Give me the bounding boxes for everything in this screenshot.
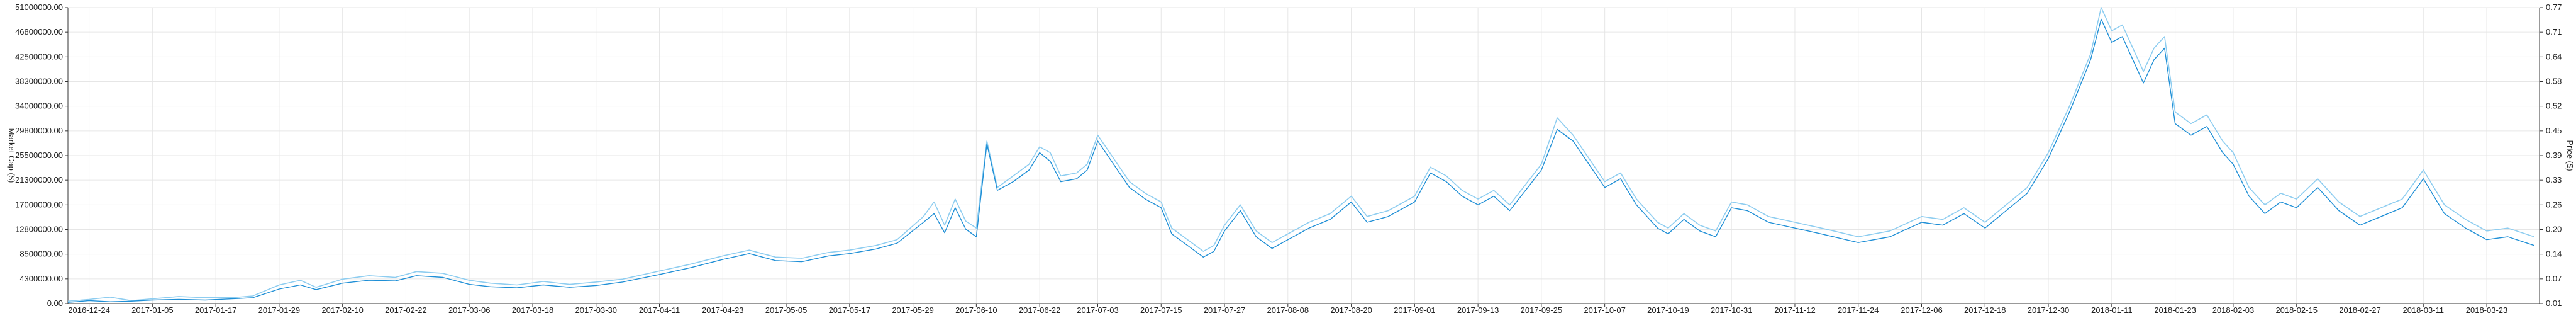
x-tick-label: 2017-12-18 [1964,305,2006,315]
x-tick-label: 2017-07-15 [1140,305,1182,315]
x-tick-label: 2017-11-12 [1774,305,1816,315]
x-tick-label: 2018-03-23 [2466,305,2508,315]
x-tick-label: 2018-02-15 [2275,305,2318,315]
x-tick-label: 2017-09-01 [1394,305,1436,315]
y-right-tick-label: 0.58 [2546,77,2562,86]
y-left-tick-label: 51000000.00 [15,3,63,12]
y-right-tick-label: 0.39 [2546,150,2562,160]
x-tick-label: 2017-10-19 [1647,305,1689,315]
y-axis-right-label: Price ($) [2565,140,2575,171]
y-right-tick-label: 0.64 [2546,52,2562,61]
y-left-tick-label: 25500000.00 [15,150,63,160]
y-right-tick-label: 0.52 [2546,101,2562,111]
y-axis-left-label: Market Cap ($) [7,128,16,183]
x-tick-label: 2018-02-27 [2339,305,2381,315]
y-left-tick-label: 34000000.00 [15,101,63,111]
x-tick-label: 2017-02-10 [321,305,364,315]
x-tick-label: 2016-12-24 [68,305,110,315]
x-tick-label: 2017-10-31 [1711,305,1753,315]
y-left-tick-label: 8500000.00 [19,249,63,259]
axes-layer: 0.00 0.01 4300000.00 0.07 8500000.00 0.14 1280… [15,3,2562,315]
y-left-tick-label: 42500000.00 [15,52,63,61]
y-right-tick-label: 0.01 [2546,298,2562,308]
y-left-tick-label: 46800000.00 [15,27,63,37]
series-layer [67,7,2534,303]
y-left-tick-label: 38300000.00 [15,77,63,86]
y-left-tick-label: 12800000.00 [15,225,63,234]
y-left-tick-label: 21300000.00 [15,175,63,185]
x-tick-label: 2017-02-22 [385,305,427,315]
y-left-tick-label: 29800000.00 [15,126,63,135]
series-line-price [67,18,2534,303]
y-right-tick-label: 0.71 [2546,27,2562,37]
y-right-tick-label: 0.14 [2546,249,2562,259]
grid-layer [68,7,2540,304]
x-tick-label: 2017-03-18 [512,305,554,315]
x-tick-label: 2017-05-05 [765,305,808,315]
x-tick-label: 2017-04-11 [639,305,680,315]
x-tick-label: 2017-01-05 [131,305,174,315]
y-left-tick-label: 17000000.00 [15,200,63,209]
x-tick-label: 2017-01-17 [195,305,237,315]
x-tick-label: 2017-07-03 [1077,305,1119,315]
x-tick-label: 2017-06-10 [955,305,997,315]
y-right-tick-label: 0.07 [2546,274,2562,283]
x-tick-label: 2017-09-25 [1521,305,1563,315]
x-tick-label: 2017-03-30 [575,305,617,315]
x-tick-label: 2017-12-06 [1901,305,1943,315]
x-tick-label: 2017-11-24 [1838,305,1879,315]
x-tick-label: 2017-09-13 [1457,305,1499,315]
y-right-tick-label: 0.33 [2546,175,2562,185]
y-right-tick-label: 0.20 [2546,225,2562,234]
y-right-tick-label: 0.26 [2546,200,2562,209]
x-tick-label: 2017-10-07 [1584,305,1626,315]
x-tick-label: 2017-06-22 [1019,305,1061,315]
x-tick-label: 2017-03-06 [448,305,491,315]
y-left-tick-label: 4300000.00 [19,274,63,283]
series-line-market_cap [67,7,2534,302]
x-tick-label: 2017-05-29 [892,305,934,315]
x-tick-label: 2017-05-17 [829,305,871,315]
x-tick-label: 2017-04-23 [702,305,744,315]
x-tick-label: 2017-08-20 [1330,305,1372,315]
x-tick-label: 2017-01-29 [258,305,301,315]
x-tick-label: 2018-02-03 [2212,305,2255,315]
y-right-tick-label: 0.77 [2546,3,2562,12]
y-left-tick-label: 0.00 [47,298,63,308]
x-tick-label: 2018-03-11 [2402,305,2444,315]
x-tick-label: 2017-12-30 [2028,305,2070,315]
x-tick-label: 2018-01-11 [2091,305,2133,315]
x-tick-label: 2018-01-23 [2154,305,2196,315]
x-tick-label: 2017-07-27 [1204,305,1246,315]
y-right-tick-label: 0.45 [2546,126,2562,135]
x-tick-label: 2017-08-08 [1267,305,1309,315]
